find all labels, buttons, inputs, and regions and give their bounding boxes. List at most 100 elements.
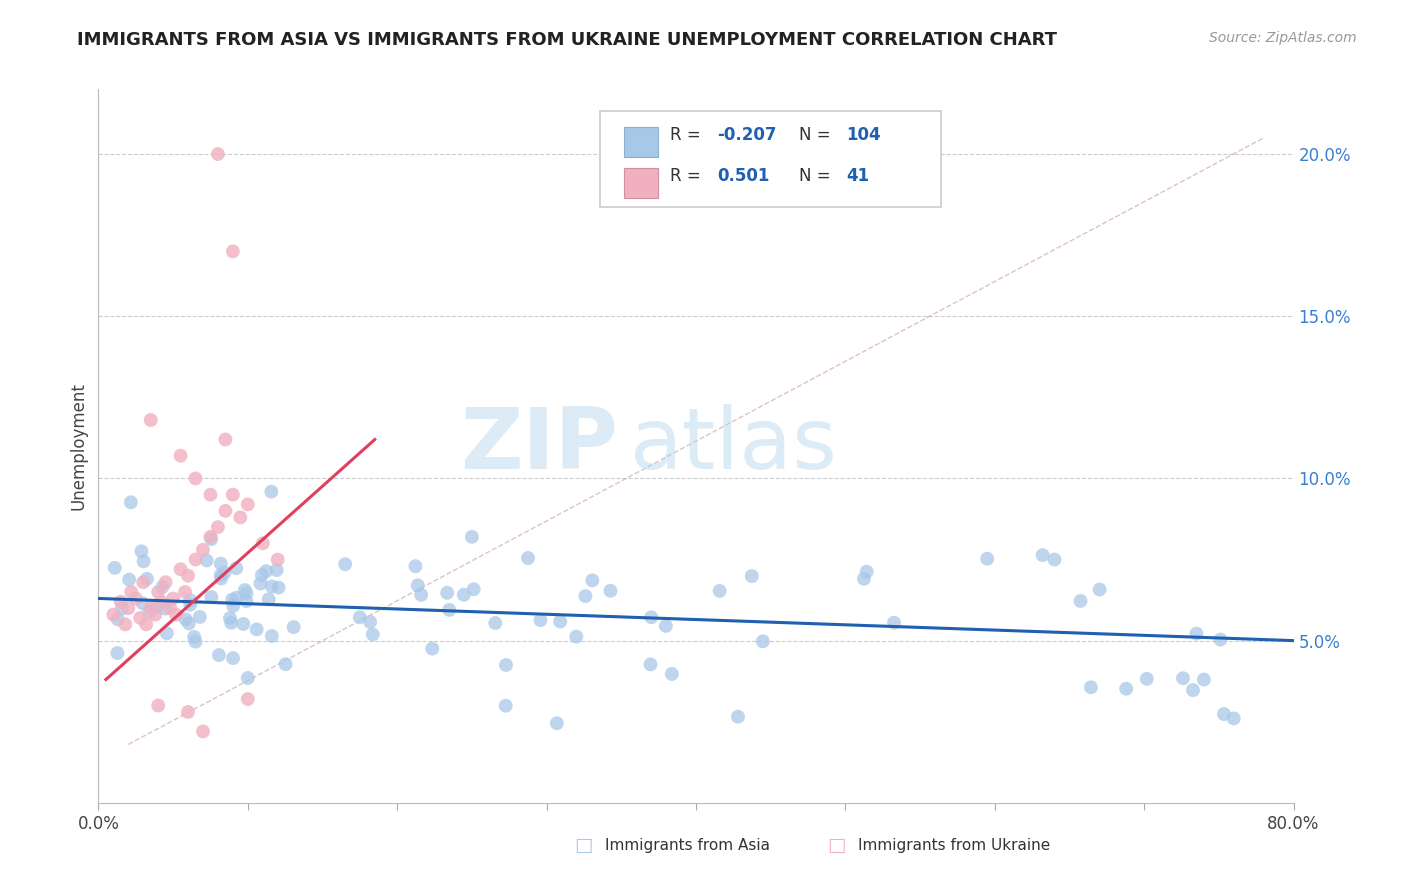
Point: [174, 612, 197, 626]
Text: -0.207: -0.207: [717, 127, 778, 145]
Point: [156, 626, 179, 640]
Point: [283, 620, 305, 634]
Point: [453, 588, 475, 602]
Point: [420, 641, 443, 656]
Point: [132, 575, 155, 590]
Point: [529, 613, 551, 627]
Point: [1209, 632, 1232, 647]
Point: [546, 716, 568, 731]
Point: [219, 611, 242, 625]
Point: [200, 488, 222, 502]
Point: [741, 569, 763, 583]
Text: □: □: [574, 836, 593, 855]
Point: [208, 648, 231, 662]
Text: R =: R =: [669, 168, 706, 186]
Point: [439, 603, 461, 617]
Point: [183, 630, 205, 644]
Point: [150, 595, 173, 609]
Point: [222, 488, 245, 502]
Point: [581, 574, 603, 588]
Point: [162, 591, 184, 606]
Point: [254, 564, 277, 578]
Point: [222, 599, 245, 613]
Text: IMMIGRANTS FROM ASIA VS IMMIGRANTS FROM UKRAINE UNEMPLOYMENT CORRELATION CHART: IMMIGRANTS FROM ASIA VS IMMIGRANTS FROM …: [77, 31, 1057, 49]
Text: atlas: atlas: [630, 404, 838, 488]
Point: [107, 612, 129, 626]
Point: [1043, 552, 1066, 566]
Point: [274, 657, 297, 672]
Point: [117, 601, 139, 615]
Text: ZIP: ZIP: [461, 404, 619, 488]
Point: [1032, 548, 1054, 562]
Point: [548, 615, 571, 629]
Point: [266, 563, 288, 577]
Point: [155, 601, 177, 615]
Point: [1223, 711, 1246, 725]
Point: [219, 615, 242, 630]
Point: [136, 572, 159, 586]
Point: [131, 596, 153, 610]
Point: [640, 610, 662, 624]
Point: [114, 617, 136, 632]
Point: [565, 630, 588, 644]
Point: [184, 471, 207, 485]
Point: [709, 584, 731, 599]
Point: [406, 578, 429, 592]
Point: [148, 585, 170, 599]
Point: [132, 554, 155, 568]
Point: [267, 581, 290, 595]
Point: [349, 610, 371, 624]
Text: 0.501: 0.501: [717, 168, 770, 186]
Point: [225, 591, 247, 605]
Point: [236, 692, 259, 706]
Point: [120, 495, 142, 509]
Point: [495, 698, 517, 713]
Point: [661, 667, 683, 681]
Point: [267, 552, 290, 566]
Point: [252, 536, 274, 550]
Point: [131, 544, 153, 558]
Point: [135, 617, 157, 632]
Point: [165, 607, 187, 622]
Point: [236, 497, 259, 511]
Point: [177, 616, 200, 631]
Point: [1185, 626, 1208, 640]
Point: [209, 568, 232, 582]
Text: N =: N =: [799, 127, 835, 145]
Point: [599, 583, 621, 598]
FancyBboxPatch shape: [624, 127, 658, 157]
Point: [111, 601, 134, 615]
Text: N =: N =: [799, 168, 835, 186]
Point: [855, 565, 877, 579]
Point: [207, 520, 229, 534]
Point: [179, 598, 201, 612]
Point: [138, 605, 160, 619]
Point: [118, 573, 141, 587]
Point: [222, 244, 245, 259]
Point: [195, 553, 218, 567]
Point: [233, 582, 256, 597]
Point: [191, 542, 214, 557]
Point: [155, 575, 177, 590]
Text: □: □: [827, 836, 846, 855]
Point: [209, 557, 232, 571]
Point: [260, 629, 283, 643]
Point: [1213, 707, 1236, 722]
Text: Immigrants from Ukraine: Immigrants from Ukraine: [858, 838, 1050, 853]
Point: [1070, 594, 1092, 608]
Point: [257, 592, 280, 607]
Point: [145, 600, 167, 615]
Point: [214, 566, 236, 580]
Point: [200, 532, 222, 546]
Point: [143, 607, 166, 622]
Point: [191, 724, 214, 739]
Point: [640, 657, 662, 672]
Point: [184, 552, 207, 566]
Point: [1115, 681, 1137, 696]
Point: [177, 705, 200, 719]
Point: [655, 619, 678, 633]
Point: [260, 579, 283, 593]
Point: [361, 627, 384, 641]
Point: [260, 484, 283, 499]
Point: [148, 698, 170, 713]
